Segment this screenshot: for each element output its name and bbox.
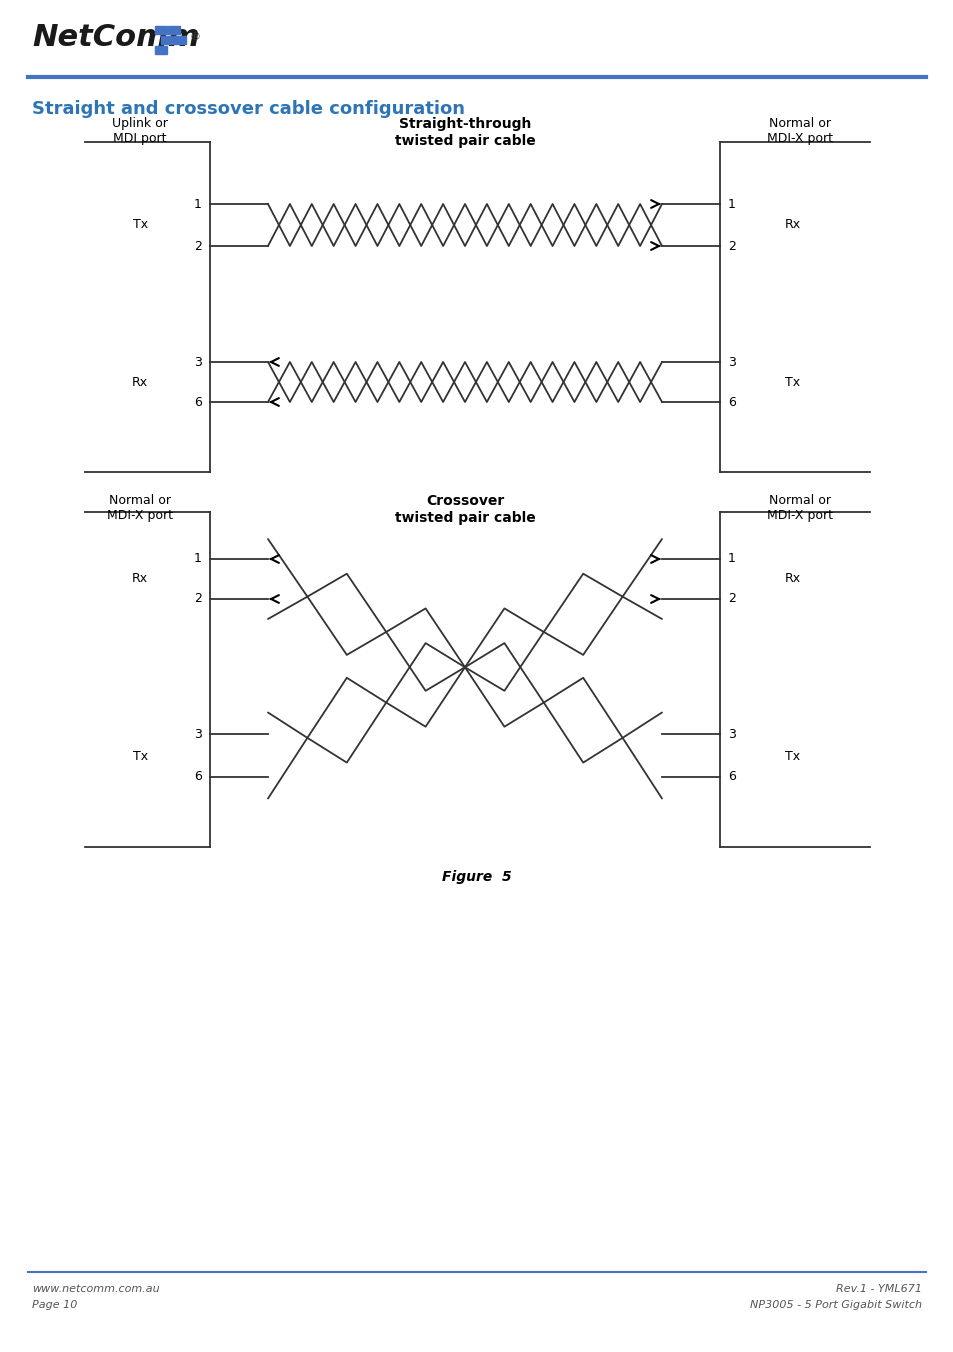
Bar [173, 37, 186, 45]
Text: twisted pair cable: twisted pair cable [395, 134, 535, 147]
Text: MDI port: MDI port [113, 132, 167, 145]
Text: Rx: Rx [132, 572, 148, 585]
Text: ®: ® [190, 32, 201, 42]
Text: 2: 2 [193, 592, 202, 606]
Text: Figure  5: Figure 5 [442, 869, 511, 884]
Text: Rx: Rx [132, 376, 148, 388]
Bar [154, 26, 167, 34]
Text: NP3005 - 5 Port Gigabit Switch: NP3005 - 5 Port Gigabit Switch [749, 1301, 921, 1310]
Text: Rev.1 - YML671: Rev.1 - YML671 [835, 1284, 921, 1294]
Text: 3: 3 [193, 727, 202, 741]
Text: MDI-X port: MDI-X port [107, 508, 172, 522]
Text: MDI-X port: MDI-X port [766, 508, 832, 522]
Text: 6: 6 [727, 771, 735, 784]
Text: Normal or: Normal or [768, 493, 830, 507]
Text: 2: 2 [727, 592, 735, 606]
Text: 3: 3 [727, 356, 735, 369]
Text: 1: 1 [193, 553, 202, 565]
Text: Rx: Rx [784, 219, 801, 231]
Text: Crossover: Crossover [425, 493, 503, 508]
Text: Uplink or: Uplink or [112, 118, 168, 130]
Text: 3: 3 [193, 356, 202, 369]
Text: Normal or: Normal or [768, 118, 830, 130]
Bar [168, 26, 180, 34]
Bar [154, 46, 167, 54]
Text: 6: 6 [193, 771, 202, 784]
Text: Tx: Tx [132, 749, 148, 763]
Text: twisted pair cable: twisted pair cable [395, 511, 535, 525]
Text: Tx: Tx [784, 376, 800, 388]
Text: Page 10: Page 10 [32, 1301, 77, 1310]
Text: 6: 6 [727, 396, 735, 408]
Text: 1: 1 [193, 197, 202, 211]
Text: 1: 1 [727, 197, 735, 211]
Text: 3: 3 [727, 727, 735, 741]
Text: Straight-through: Straight-through [398, 118, 531, 131]
Text: 1: 1 [727, 553, 735, 565]
Text: Straight and crossover cable configuration: Straight and crossover cable configurati… [32, 100, 464, 118]
Text: Rx: Rx [784, 572, 801, 585]
Text: 6: 6 [193, 396, 202, 408]
Text: Normal or: Normal or [109, 493, 171, 507]
Text: MDI-X port: MDI-X port [766, 132, 832, 145]
Text: www.netcomm.com.au: www.netcomm.com.au [32, 1284, 159, 1294]
Text: Tx: Tx [132, 219, 148, 231]
Text: NetComm: NetComm [32, 23, 199, 51]
Text: 2: 2 [727, 239, 735, 253]
Text: 2: 2 [193, 239, 202, 253]
Text: Tx: Tx [784, 749, 800, 763]
Bar [161, 37, 172, 45]
